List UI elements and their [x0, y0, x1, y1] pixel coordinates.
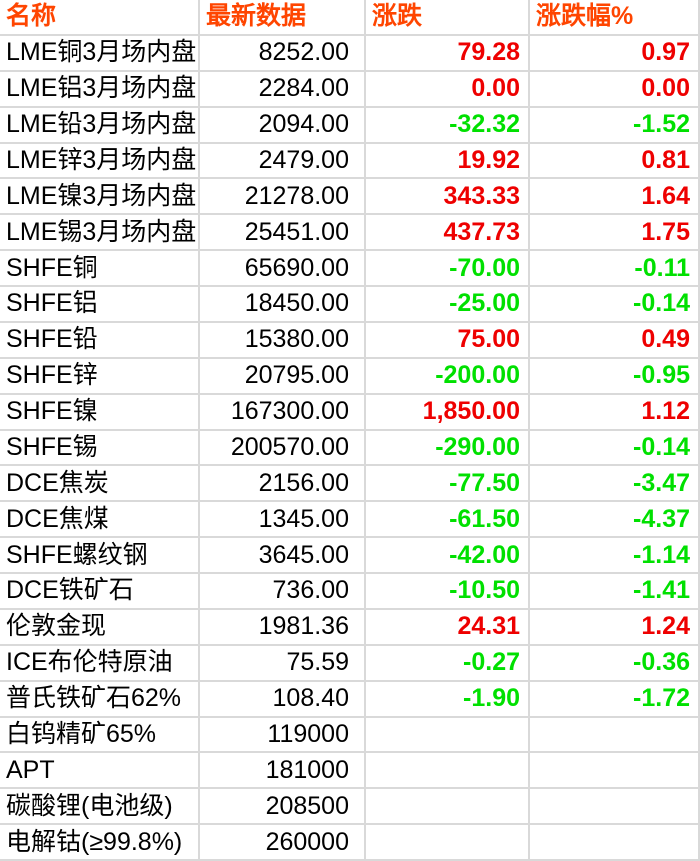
commodity-name-cell: APT	[0, 753, 200, 790]
commodity-name-cell: DCE焦煤	[0, 502, 200, 539]
change-cell	[366, 789, 530, 826]
change-cell	[366, 717, 530, 754]
latest-value-cell: 181000	[200, 753, 366, 790]
commodity-name-cell: LME锡3月场内盘	[0, 215, 200, 252]
commodity-name-cell: LME铅3月场内盘	[0, 107, 200, 144]
change-cell: 437.73	[366, 215, 530, 252]
latest-value-cell: 20795.00	[200, 358, 366, 395]
change-cell: 1,850.00	[366, 394, 530, 431]
commodity-name-cell: LME锌3月场内盘	[0, 143, 200, 180]
latest-value-cell: 108.40	[200, 681, 366, 718]
latest-value-cell: 2094.00	[200, 107, 366, 144]
commodity-name-cell: SHFE镍	[0, 394, 200, 431]
change-cell: -25.00	[366, 287, 530, 323]
latest-value-cell: 3645.00	[200, 538, 366, 574]
change-pct-cell: -1.41	[530, 574, 700, 610]
change-cell: -32.32	[366, 107, 530, 144]
latest-value-cell: 736.00	[200, 574, 366, 610]
latest-value-cell: 2284.00	[200, 71, 366, 108]
change-cell: 79.28	[366, 35, 530, 72]
change-cell: 24.31	[366, 609, 530, 646]
latest-value-cell: 260000	[200, 825, 366, 861]
change-pct-cell: -3.47	[530, 466, 700, 503]
change-pct-cell: 1.64	[530, 179, 700, 216]
change-pct-cell: -0.36	[530, 645, 700, 682]
latest-value-cell: 8252.00	[200, 35, 366, 72]
commodity-name-cell: SHFE锡	[0, 430, 200, 467]
change-cell: -10.50	[366, 574, 530, 610]
commodity-name-cell: 白钨精矿65%	[0, 717, 200, 754]
change-pct-cell: -1.52	[530, 107, 700, 144]
header-name: 名称	[0, 0, 200, 36]
change-cell: 19.92	[366, 143, 530, 180]
latest-value-cell: 21278.00	[200, 179, 366, 216]
commodity-name-cell: DCE焦炭	[0, 466, 200, 503]
change-pct-cell: 0.49	[530, 322, 700, 359]
change-cell: -290.00	[366, 430, 530, 467]
change-cell	[366, 825, 530, 861]
change-pct-cell: -0.11	[530, 251, 700, 287]
commodity-name-cell: LME镍3月场内盘	[0, 179, 200, 216]
commodity-name-cell: SHFE铝	[0, 287, 200, 323]
commodity-name-cell: 伦敦金现	[0, 609, 200, 646]
change-cell: -200.00	[366, 358, 530, 395]
change-cell: -42.00	[366, 538, 530, 574]
commodity-name-cell: ICE布伦特原油	[0, 645, 200, 682]
latest-value-cell: 1345.00	[200, 502, 366, 539]
header-change: 涨跌	[366, 0, 530, 36]
commodity-name-cell: LME铝3月场内盘	[0, 71, 200, 108]
latest-value-cell: 2156.00	[200, 466, 366, 503]
change-cell	[366, 753, 530, 790]
header-latest: 最新数据	[200, 0, 366, 36]
change-pct-cell: -0.95	[530, 358, 700, 395]
change-pct-cell	[530, 753, 700, 790]
commodity-name-cell: DCE铁矿石	[0, 574, 200, 610]
change-pct-cell: -1.14	[530, 538, 700, 574]
header-change-pct: 涨跌幅%	[530, 0, 700, 36]
latest-value-cell: 75.59	[200, 645, 366, 682]
latest-value-cell: 1981.36	[200, 609, 366, 646]
change-cell: 75.00	[366, 322, 530, 359]
change-cell: -61.50	[366, 502, 530, 539]
change-pct-cell: -4.37	[530, 502, 700, 539]
commodity-name-cell: 普氏铁矿石62%	[0, 681, 200, 718]
change-pct-cell: 1.75	[530, 215, 700, 252]
change-pct-cell: 0.97	[530, 35, 700, 72]
commodity-name-cell: SHFE铜	[0, 251, 200, 287]
latest-value-cell: 208500	[200, 789, 366, 826]
change-pct-cell: 0.81	[530, 143, 700, 180]
latest-value-cell: 2479.00	[200, 143, 366, 180]
latest-value-cell: 18450.00	[200, 287, 366, 323]
change-pct-cell: 0.00	[530, 71, 700, 108]
change-pct-cell: -0.14	[530, 430, 700, 467]
change-pct-cell: 1.24	[530, 609, 700, 646]
latest-value-cell: 119000	[200, 717, 366, 754]
change-cell: -1.90	[366, 681, 530, 718]
latest-value-cell: 200570.00	[200, 430, 366, 467]
change-pct-cell	[530, 717, 700, 754]
latest-value-cell: 15380.00	[200, 322, 366, 359]
latest-value-cell: 25451.00	[200, 215, 366, 252]
change-cell: 0.00	[366, 71, 530, 108]
commodity-name-cell: 电解钴(≥99.8%)	[0, 825, 200, 861]
change-pct-cell: -1.72	[530, 681, 700, 718]
change-pct-cell: -0.14	[530, 287, 700, 323]
change-cell: -70.00	[366, 251, 530, 287]
change-pct-cell: 1.12	[530, 394, 700, 431]
change-cell: -0.27	[366, 645, 530, 682]
commodity-name-cell: SHFE铅	[0, 322, 200, 359]
latest-value-cell: 65690.00	[200, 251, 366, 287]
change-pct-cell	[530, 789, 700, 826]
commodity-name-cell: LME铜3月场内盘	[0, 35, 200, 72]
commodity-name-cell: SHFE锌	[0, 358, 200, 395]
change-cell: -77.50	[366, 466, 530, 503]
change-cell: 343.33	[366, 179, 530, 216]
commodity-name-cell: 碳酸锂(电池级)	[0, 789, 200, 826]
latest-value-cell: 167300.00	[200, 394, 366, 431]
change-pct-cell	[530, 825, 700, 861]
commodity-name-cell: SHFE螺纹钢	[0, 538, 200, 574]
